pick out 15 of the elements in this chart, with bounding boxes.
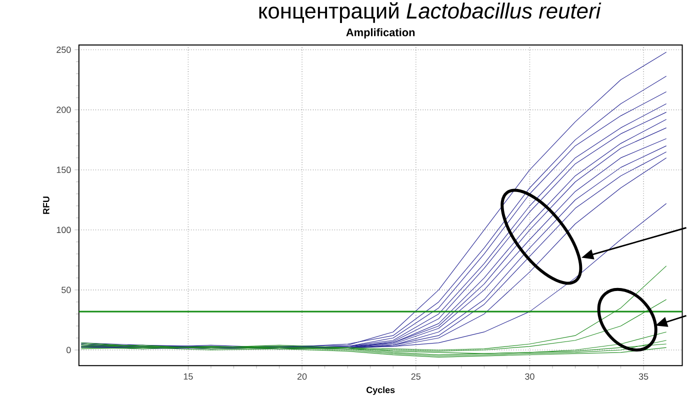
- x-tick-label: 20: [298, 374, 307, 380]
- x-tick-label: 25: [411, 374, 420, 380]
- x-tick-label: 30: [525, 374, 534, 380]
- y-tick-label: 150: [56, 166, 71, 174]
- y-tick-label: 0: [66, 347, 71, 354]
- text: концентраций Lactobacillus reuteri: [259, 2, 602, 24]
- y-tick-label: 100: [56, 226, 71, 234]
- x-axis-title: Cycles: [366, 386, 395, 396]
- y-tick-label: 50: [62, 286, 71, 294]
- chart-title: Amplification: [346, 28, 415, 39]
- x-tick-label: 15: [184, 374, 193, 380]
- x-tick-label: 35: [638, 374, 648, 380]
- y-tick-label: 200: [56, 106, 71, 114]
- y-tick-label: 250: [56, 46, 71, 54]
- y-axis-title: RFU: [43, 196, 50, 214]
